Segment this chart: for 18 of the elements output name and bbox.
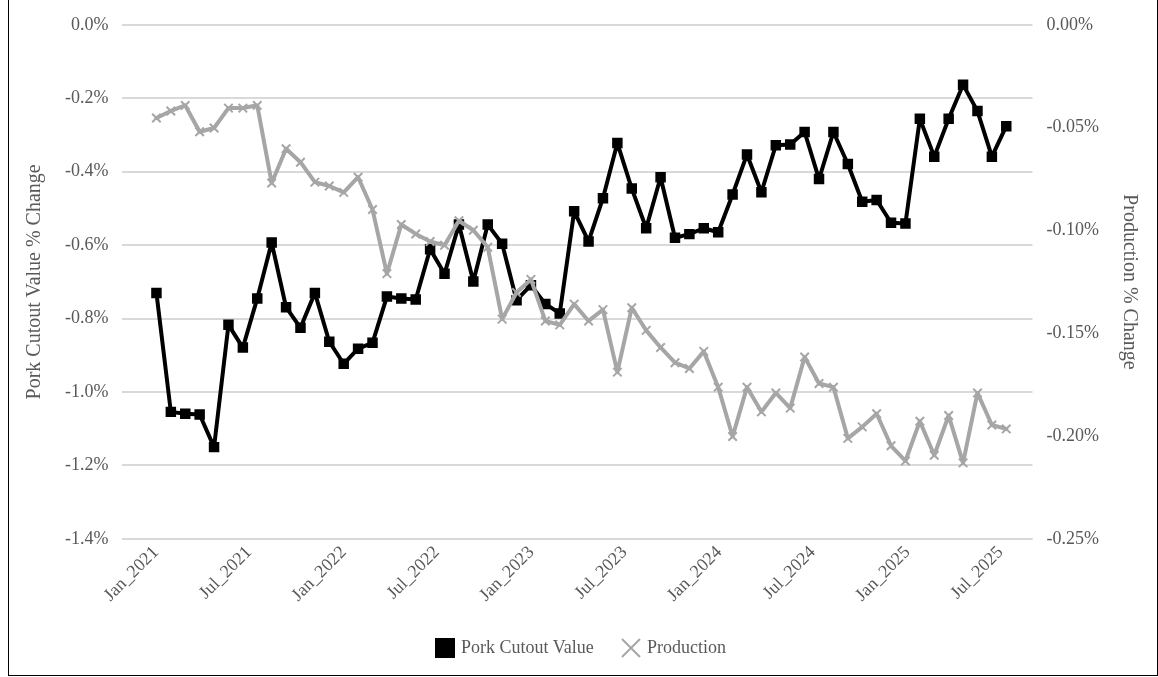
y2-tick-label: 0.00% <box>1046 13 1094 34</box>
y2-tick-label: -0.05% <box>1046 116 1100 137</box>
y2-tick-label: -0.10% <box>1046 219 1100 240</box>
y-tick-label: -1.0% <box>64 380 109 401</box>
y-tick-label: -0.6% <box>64 233 109 254</box>
y2-axis-title: Production % Change <box>1118 194 1142 370</box>
y2-tick-label: -0.20% <box>1046 424 1100 445</box>
y-tick-label: -0.8% <box>64 307 109 328</box>
y2-tick-label: -0.25% <box>1046 527 1100 548</box>
y-tick-label: -1.2% <box>64 454 109 475</box>
y2-tick-label: -0.15% <box>1046 322 1100 343</box>
y-tick-label: -1.4% <box>64 527 109 548</box>
y-tick-label: -0.4% <box>64 160 109 181</box>
y-tick-label: 0.0% <box>70 13 109 34</box>
legend-label: Pork Cutout Value <box>461 636 594 657</box>
y-axis-title: Pork Cutout Value % Change <box>22 164 46 400</box>
legend-label: Production <box>647 636 726 657</box>
y-tick-label: -0.2% <box>64 86 109 107</box>
